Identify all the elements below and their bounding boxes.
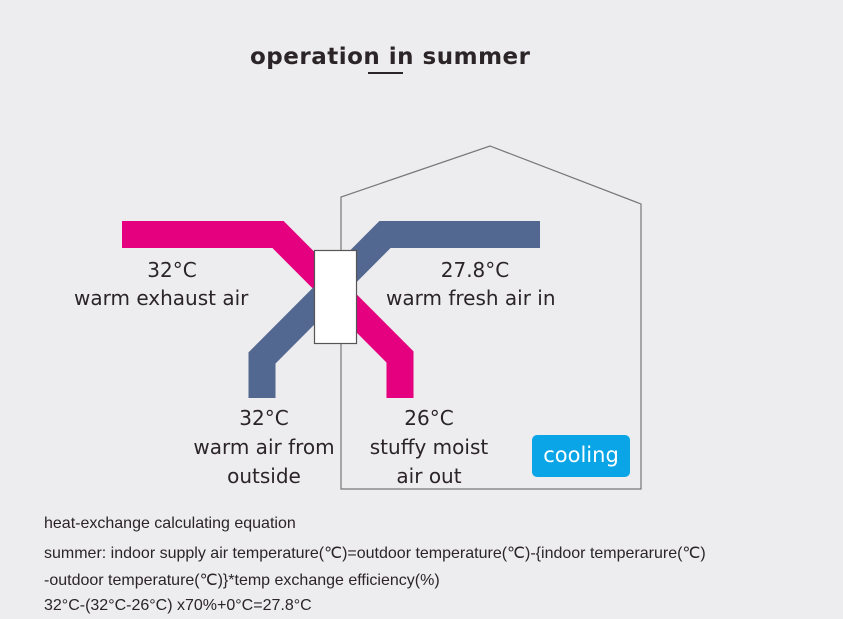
fresh-label: warm fresh air in [386, 286, 556, 310]
outside-label-2: outside [227, 464, 301, 488]
stuffy-air-label: 26°C stuffy moist air out [356, 404, 502, 491]
page-title: operation in summer [250, 44, 531, 70]
stuffy-label-2: air out [396, 464, 462, 488]
outside-temp: 32°C [239, 406, 289, 430]
equation-line-1: summer: indoor supply air temperature(℃)… [44, 545, 706, 562]
stuffy-temp: 26°C [404, 406, 454, 430]
house-outline [340, 145, 642, 490]
equation-line-3: 32°C-(32°C-26°C) x70%+0°C=27.8°C [44, 597, 312, 614]
fresh-temp: 27.8°C [440, 258, 510, 282]
outside-label-1: warm air from [193, 435, 335, 459]
equation-heading: heat-exchange calculating equation [44, 515, 296, 532]
exhaust-label: warm exhaust air [74, 286, 249, 310]
stuffy-label-1: stuffy moist [369, 435, 489, 459]
equation-line-2: -outdoor temperature(℃)}*temp exchange e… [44, 572, 440, 589]
title-underline [368, 72, 403, 74]
exhaust-temp: 32°C [147, 258, 197, 282]
cooling-badge: cooling [532, 435, 630, 477]
heat-exchanger-core [313, 249, 358, 345]
outside-air-label: 32°C warm air from outside [183, 404, 345, 491]
